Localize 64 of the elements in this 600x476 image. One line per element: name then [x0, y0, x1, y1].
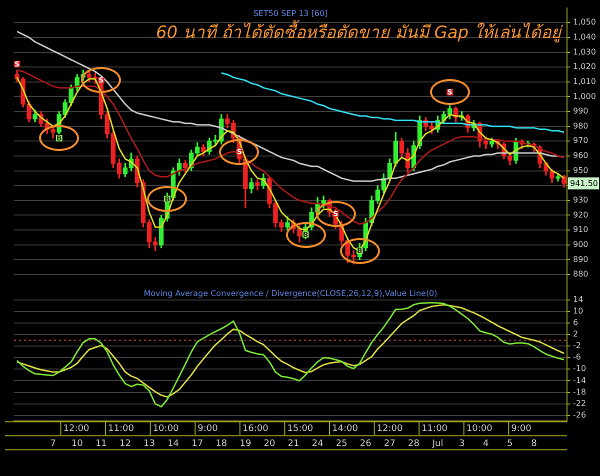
y-tick-label: 1,010 — [573, 76, 596, 86]
y2-tick-label: -22 — [573, 398, 586, 408]
y-tick-label: 960 — [573, 151, 588, 160]
y2-tick-label: 10 — [573, 306, 584, 316]
x-tick-label: 4 — [482, 438, 489, 449]
x-tick-label: 10 — [71, 438, 84, 449]
x-tick-label: 20 — [264, 438, 276, 449]
text: 10:00 — [466, 424, 493, 434]
x-tick-label: 3 — [458, 438, 465, 449]
x-tick-label: 24 — [312, 438, 324, 449]
x-tick-label: 12 — [119, 438, 131, 449]
x-tick-label: 5 — [507, 438, 513, 449]
text: 11:00 — [422, 424, 448, 434]
y-tick-label: 990 — [573, 106, 588, 116]
text: 15:00 — [287, 424, 314, 434]
annotation: 941.50 — [570, 178, 598, 188]
y-tick-label: 910 — [573, 225, 588, 234]
y2-tick-label: -2 — [573, 341, 581, 350]
y-tick-label: 980 — [573, 121, 588, 130]
text: 60 นาที ถ้าได้ตัดซื้อหรือตัดขาย มันมี Gap ให้เล่นได้อยู่ — [156, 19, 563, 44]
text: 9:00 — [511, 424, 532, 434]
y-tick-label: 1,030 — [573, 47, 596, 56]
x-tick-label: 21 — [288, 438, 300, 449]
y-tick-label: 950 — [573, 166, 588, 175]
y-tick-label: 1,020 — [573, 62, 596, 72]
text: 12:00 — [63, 424, 90, 434]
x-tick-label: 25 — [336, 438, 348, 449]
y-tick-label: 1,000 — [573, 92, 596, 101]
text: 12:00 — [376, 424, 403, 434]
y2-tick-label: -6 — [573, 352, 581, 362]
y-tick-label: 880 — [573, 270, 588, 279]
y-tick-label: 930 — [573, 196, 588, 204]
text: 10:00 — [152, 424, 180, 434]
x-tick-label: 26 — [360, 438, 372, 449]
y-tick-label: 890 — [573, 254, 588, 264]
y-tick-label: 970 — [573, 136, 588, 146]
y2-tick-label: -26 — [573, 410, 586, 420]
x-tick-label: 11 — [95, 438, 107, 449]
y2-tick-label: 14 — [573, 294, 584, 304]
text: 11:00 — [108, 424, 134, 434]
y2-tick-label: 6 — [573, 318, 578, 327]
text: 9:00 — [198, 424, 218, 434]
chart-title: SET50 SEP 13 [60] — [253, 8, 328, 18]
x-tick-label: 14 — [168, 438, 180, 449]
x-tick-label: 27 — [384, 438, 396, 449]
x-tick-label: 19 — [240, 438, 252, 449]
y-tick-label: 900 — [573, 240, 588, 249]
x-tick-label: 17 — [192, 438, 204, 449]
y2-axis-title: Moving Average Convergence / Divergence(CLOSE,26,12,9),Value Line(0) — [144, 288, 438, 298]
y-tick-label: 920 — [573, 210, 588, 220]
text: 16:00 — [242, 424, 269, 434]
x-tick-label: Jul — [431, 438, 444, 449]
x-tick-label: 13 — [144, 438, 155, 449]
x-tick-label: 18 — [216, 438, 228, 449]
y2-tick-label: -10 — [573, 364, 586, 374]
y2-tick-label: -18 — [573, 387, 586, 396]
y-tick-label: 1,050 — [573, 18, 596, 27]
y2-tick-label: -14 — [573, 376, 586, 385]
x-tick-label: 28 — [408, 438, 420, 449]
x-tick-label: 7 — [50, 438, 56, 449]
y2-tick-label: 2 — [573, 330, 578, 339]
text: 14:00 — [332, 424, 358, 434]
y-tick-label: 1,040 — [573, 32, 596, 42]
x-tick-label: 8 — [531, 438, 538, 449]
